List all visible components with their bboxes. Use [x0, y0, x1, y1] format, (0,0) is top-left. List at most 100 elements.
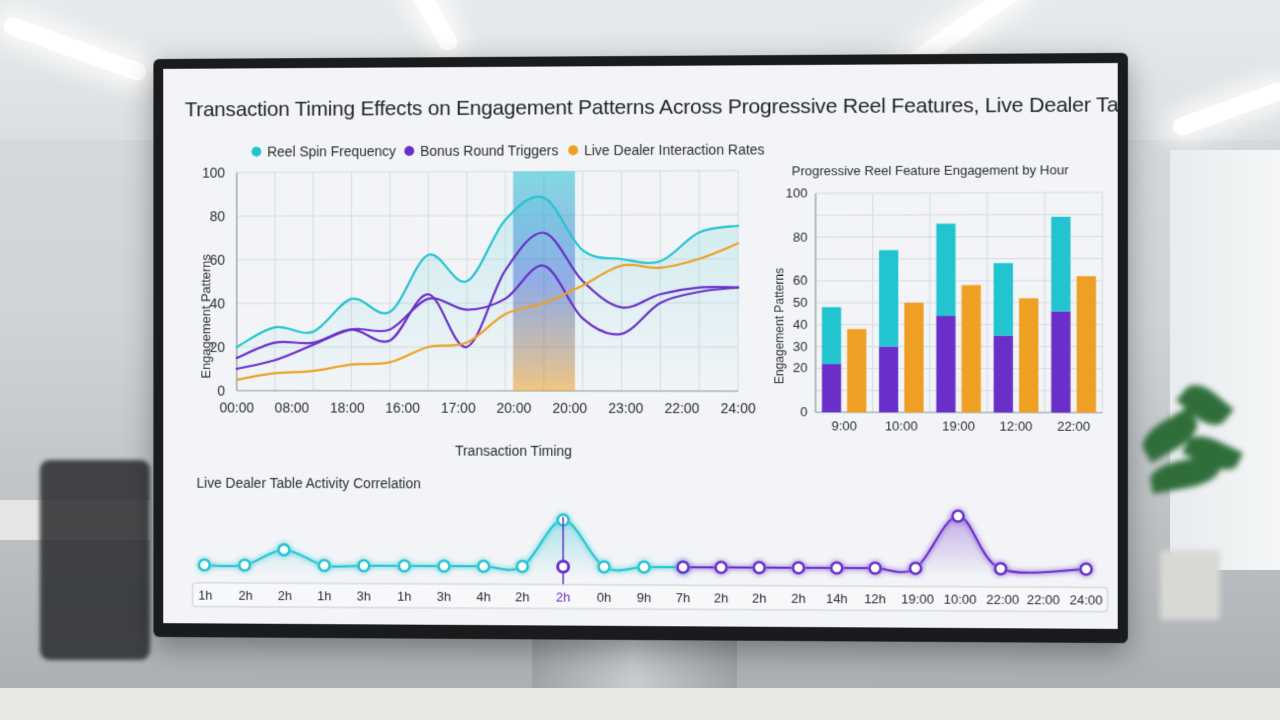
data-point — [199, 559, 210, 570]
grid-line — [816, 192, 1103, 193]
bar-y-axis-label: Engagement Patterns — [772, 268, 786, 384]
x-tick-label: 08:00 — [275, 400, 310, 416]
bar — [994, 336, 1013, 413]
grid-line — [816, 214, 1103, 215]
y-tick-label: 80 — [210, 208, 226, 224]
data-point — [716, 562, 727, 573]
x-tick-label: 16:00 — [385, 400, 420, 416]
y-tick-label: 100 — [202, 165, 225, 181]
timeline-tick-label: 9h — [637, 590, 651, 605]
engagement-line-chart: Reel Spin Frequency Bonus Round Triggers L… — [183, 140, 779, 471]
data-point — [358, 560, 369, 571]
bar — [822, 307, 841, 364]
bar — [1051, 217, 1070, 312]
timeline-tick-label: 22:00 — [1027, 592, 1060, 607]
legend-label: Bonus Round Triggers — [420, 142, 558, 159]
timeline-tick-label: 1h — [397, 589, 411, 604]
timeline-tick-label: 24:00 — [1070, 592, 1103, 607]
table-top — [0, 688, 1280, 720]
bar — [879, 250, 898, 346]
timeline-tick-label: 2h — [238, 588, 252, 603]
x-axis-label: Transaction Timing — [455, 443, 572, 459]
bar — [879, 347, 898, 413]
timeline-tick-label: 10:00 — [944, 592, 977, 607]
x-tick-label: 18:00 — [330, 400, 365, 416]
data-point — [239, 560, 250, 571]
x-tick-label: 22:00 — [664, 400, 699, 416]
x-tick-label: 9:00 — [831, 418, 856, 433]
y-axis-label: Engagement Patterns — [198, 254, 213, 378]
bar — [936, 224, 955, 316]
y-tick-label: 0 — [217, 383, 225, 399]
data-point — [319, 560, 330, 571]
data-point — [952, 511, 963, 522]
legend-label: Reel Spin Frequency — [267, 143, 396, 160]
bar — [962, 285, 981, 412]
bar — [1077, 276, 1096, 413]
data-point — [678, 562, 689, 573]
timeline-tick-label: 2h — [278, 588, 292, 603]
timeline-tick-label: 2h — [791, 591, 806, 606]
data-point — [1081, 564, 1092, 575]
y-tick-label: 40 — [793, 317, 808, 332]
x-tick-label: 19:00 — [942, 418, 975, 433]
bar — [847, 329, 866, 412]
x-tick-label: 10:00 — [885, 418, 918, 433]
bar — [904, 303, 923, 413]
timeline-tick-label: 0h — [597, 590, 611, 605]
timeline-tick-label: 2h — [556, 590, 570, 605]
monitor: Transaction Timing Effects on Engagement… — [153, 53, 1128, 643]
timeline-tick-label: 7h — [676, 590, 690, 605]
y-tick-label: 80 — [793, 229, 808, 244]
x-tick-label: 00:00 — [220, 399, 255, 415]
data-point — [870, 563, 881, 574]
grid-line — [237, 171, 738, 173]
data-point — [793, 562, 804, 573]
bar — [822, 364, 841, 412]
bar — [936, 316, 955, 413]
legend-marker — [404, 146, 414, 156]
x-tick-label: 20:00 — [497, 400, 532, 416]
activity-correlation-timeline: 1h 2h 2h 1h 3h 1h 3h 4h 2h 2h 0h 9h 7h 2h 2h 2h 14h 12h 19… — [173, 490, 1113, 614]
data-point — [478, 561, 489, 572]
dashboard-screen: Transaction Timing Effects on Engagement… — [163, 63, 1118, 629]
plant — [1130, 380, 1240, 580]
timeline-tick-label: 2h — [714, 590, 728, 605]
timeline-tick-label: 12h — [864, 591, 886, 606]
x-tick-label: 23:00 — [608, 400, 643, 416]
timeline-tick-label: 3h — [357, 588, 371, 603]
data-point — [599, 561, 610, 572]
timeline-tick-label: 22:00 — [986, 592, 1019, 607]
timeline-tick-label: 1h — [317, 588, 331, 603]
highlight-marker-point — [558, 561, 569, 572]
data-point — [438, 561, 449, 572]
y-tick-label: 0 — [800, 404, 807, 419]
bar-chart-title: Progressive Reel Feature Engagement by H… — [792, 162, 1069, 178]
bar — [1019, 298, 1038, 412]
timeline-tick-label: 3h — [437, 589, 451, 604]
y-tick-label: 30 — [793, 338, 808, 353]
y-tick-label: 50 — [793, 295, 808, 310]
data-point — [910, 563, 921, 574]
x-tick-label: 20:00 — [552, 400, 587, 416]
timeline-tick-label: 19:00 — [901, 591, 934, 606]
timeline-tick-label: 14h — [826, 591, 848, 606]
timeline-tick-label: 4h — [476, 589, 490, 604]
timeline-tick-label: 2h — [515, 589, 529, 604]
data-point — [638, 562, 649, 573]
x-tick-label: 12:00 — [1000, 418, 1033, 433]
x-tick-label: 24:00 — [721, 400, 756, 416]
data-point — [754, 562, 765, 573]
legend-marker — [251, 147, 261, 157]
data-point — [995, 563, 1006, 574]
bar — [994, 263, 1013, 336]
grid-line — [237, 215, 738, 216]
y-tick-label: 20 — [793, 360, 808, 375]
timeline-tick-label: 1h — [198, 588, 212, 603]
data-point — [399, 560, 410, 571]
bar — [1051, 311, 1070, 412]
series-line — [683, 515, 1086, 573]
legend-label: Live Dealer Interaction Rates — [584, 141, 765, 158]
data-point — [831, 562, 842, 573]
timeline-tick-label: 2h — [752, 591, 767, 606]
